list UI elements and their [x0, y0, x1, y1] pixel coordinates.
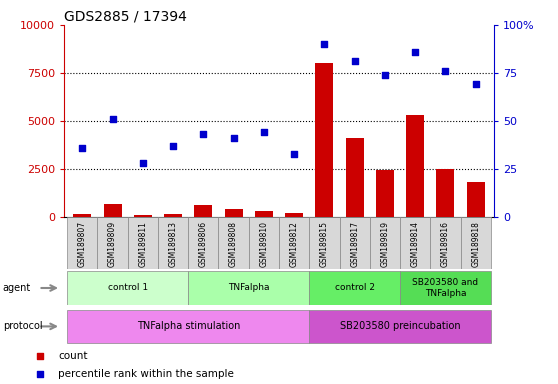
- Text: GSM189819: GSM189819: [381, 221, 389, 267]
- Text: agent: agent: [3, 283, 31, 293]
- Bar: [466, 182, 485, 217]
- Text: GSM189817: GSM189817: [350, 221, 359, 267]
- Text: GDS2885 / 17394: GDS2885 / 17394: [64, 10, 187, 24]
- Bar: [67, 310, 309, 343]
- Text: count: count: [58, 351, 88, 361]
- Point: [169, 143, 177, 149]
- Bar: [103, 204, 122, 217]
- Bar: [430, 217, 460, 269]
- Text: GSM189807: GSM189807: [78, 221, 87, 267]
- Point: [381, 72, 389, 78]
- Bar: [376, 170, 394, 217]
- Text: GSM189809: GSM189809: [108, 221, 117, 267]
- Bar: [188, 217, 219, 269]
- Bar: [219, 217, 249, 269]
- Point: [78, 145, 87, 151]
- Text: percentile rank within the sample: percentile rank within the sample: [58, 369, 234, 379]
- Point: [259, 129, 268, 136]
- Bar: [249, 217, 279, 269]
- Bar: [134, 215, 152, 217]
- Bar: [339, 217, 370, 269]
- Bar: [279, 217, 309, 269]
- Bar: [73, 214, 92, 217]
- Point: [441, 68, 450, 74]
- Point: [389, 110, 398, 116]
- Bar: [98, 217, 128, 269]
- Bar: [188, 271, 309, 305]
- Text: SB203580 and
TNFalpha: SB203580 and TNFalpha: [412, 278, 478, 298]
- Bar: [67, 217, 98, 269]
- Bar: [406, 115, 424, 217]
- Point: [411, 49, 420, 55]
- Text: GSM189812: GSM189812: [290, 221, 299, 267]
- Point: [389, 275, 398, 281]
- Text: GSM189806: GSM189806: [199, 221, 208, 267]
- Text: SB203580 preincubation: SB203580 preincubation: [340, 321, 460, 331]
- Text: GSM189816: GSM189816: [441, 221, 450, 267]
- Bar: [370, 217, 400, 269]
- Bar: [255, 211, 273, 217]
- Bar: [309, 310, 491, 343]
- Point: [108, 116, 117, 122]
- Bar: [400, 271, 491, 305]
- Text: GSM189818: GSM189818: [471, 221, 480, 267]
- Bar: [158, 217, 188, 269]
- Bar: [128, 217, 158, 269]
- Point: [320, 41, 329, 47]
- Bar: [309, 217, 339, 269]
- Bar: [436, 169, 455, 217]
- Point: [229, 135, 238, 141]
- Point: [199, 131, 208, 137]
- Text: control 1: control 1: [108, 283, 148, 293]
- Bar: [460, 217, 491, 269]
- Bar: [67, 271, 188, 305]
- Text: GSM189811: GSM189811: [138, 221, 147, 267]
- Text: GSM189815: GSM189815: [320, 221, 329, 267]
- Bar: [285, 213, 303, 217]
- Text: protocol: protocol: [3, 321, 42, 331]
- Text: GSM189810: GSM189810: [259, 221, 268, 267]
- Bar: [315, 63, 334, 217]
- Text: GSM189813: GSM189813: [169, 221, 177, 267]
- Text: TNFalpha: TNFalpha: [228, 283, 270, 293]
- Point: [290, 151, 299, 157]
- Point: [471, 81, 480, 88]
- Bar: [224, 209, 243, 217]
- Text: TNFalpha stimulation: TNFalpha stimulation: [137, 321, 240, 331]
- Text: GSM189808: GSM189808: [229, 221, 238, 267]
- Bar: [345, 138, 364, 217]
- Point: [138, 160, 147, 166]
- Bar: [309, 271, 400, 305]
- Bar: [194, 205, 213, 217]
- Text: GSM189814: GSM189814: [411, 221, 420, 267]
- Bar: [400, 217, 430, 269]
- Text: control 2: control 2: [335, 283, 374, 293]
- Point: [350, 58, 359, 65]
- Bar: [164, 214, 182, 217]
